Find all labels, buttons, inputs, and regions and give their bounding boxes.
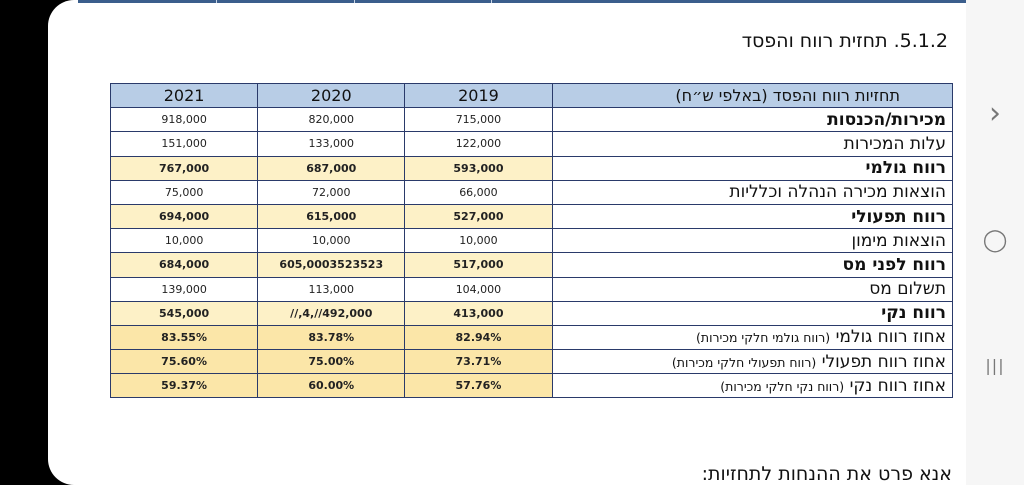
row-label-note: (רווח תפעולי חלקי מכירות) bbox=[671, 354, 817, 370]
value-cell: 767,000 bbox=[109, 155, 259, 181]
header-year-2020: 2020 bbox=[257, 82, 406, 109]
row-label-text: תשלום מס bbox=[869, 279, 946, 300]
table-row: אחוז רווח תפעולי (רווח תפעולי חלקי מכירו… bbox=[109, 349, 954, 375]
row-label-text: רווח גולמי bbox=[865, 158, 946, 179]
table-row: רווח תפעולי 527,000 615,000 694,000 bbox=[109, 203, 954, 230]
row-label: רווח גולמי bbox=[551, 155, 954, 181]
value-cell: 605,0003523523 bbox=[257, 252, 406, 278]
value-cell: 545,000 bbox=[109, 300, 259, 326]
table-row: אחוז רווח נקי (רווח נקי חלקי מכירות) 57.7… bbox=[109, 373, 954, 399]
value-cell: 66,000 bbox=[404, 179, 553, 205]
table-row: הוצאות מכירה הנהלה וכלליות 66,000 72,000 75… bbox=[109, 179, 954, 205]
recents-button-icon[interactable]: ||| bbox=[985, 356, 1005, 375]
value-cell: 694,000 bbox=[109, 203, 259, 230]
row-label-text: רווח נקי bbox=[881, 303, 946, 324]
forward-chevron-icon[interactable]: › bbox=[989, 96, 1001, 131]
value-cell: 82.94% bbox=[404, 324, 553, 351]
assumptions-prompt: אנא פרט את ההנחות לתחזיות: bbox=[701, 463, 952, 485]
value-cell: 715,000 bbox=[404, 107, 553, 133]
value-cell: 918,000 bbox=[109, 107, 259, 133]
row-label-text: עלות המכירות bbox=[843, 133, 946, 154]
table-row: הוצאות מימון 10,000 10,000 10,000 bbox=[109, 228, 954, 254]
row-label-text: מכירות/הכנסות bbox=[827, 109, 946, 130]
document-page: 5.1.2. תחזית רווח והפסד תחזיות רווח והפס… bbox=[48, 0, 966, 485]
value-cell: 73.71% bbox=[404, 349, 553, 375]
android-nav-bar: › ◯ ||| bbox=[966, 0, 1024, 485]
value-cell: 615,000 bbox=[257, 203, 406, 230]
value-cell: 517,000 bbox=[404, 252, 553, 278]
home-button-icon[interactable]: ◯ bbox=[982, 228, 1008, 253]
table-row: רווח גולמי 593,000 687,000 767,000 bbox=[109, 155, 954, 181]
table-row: רווח לפני מס 517,000 605,0003523523 684,000 bbox=[109, 252, 954, 278]
header-year-2019: 2019 bbox=[404, 82, 553, 109]
value-cell: 113,000 bbox=[257, 276, 406, 302]
row-label-note: (רווח נקי חלקי מכירות) bbox=[720, 378, 845, 394]
table-row: תשלום מס 104,000 113,000 139,000 bbox=[109, 276, 954, 302]
row-label: הוצאות מכירה הנהלה וכלליות bbox=[551, 179, 954, 205]
value-cell: 59.37% bbox=[109, 373, 259, 399]
row-label-note: (רווח גולמי חלקי מכירות) bbox=[696, 330, 831, 346]
section-title: 5.1.2. תחזית רווח והפסד bbox=[741, 30, 948, 52]
table-row: רווח נקי 413,000 492,000//,4,//545,000 bbox=[109, 300, 954, 326]
row-label: עלות המכירות bbox=[551, 131, 954, 157]
row-label: מכירות/הכנסות bbox=[551, 107, 954, 133]
value-cell: 527,000 bbox=[404, 203, 553, 230]
header-label: תחזיות רווח והפסד (באלפי ש״ח) bbox=[551, 82, 954, 109]
value-cell: 75,000 bbox=[109, 179, 259, 205]
row-label: אחוז רווח תפעולי (רווח תפעולי חלקי מכירו… bbox=[551, 349, 954, 375]
row-label-text: הוצאות מימון bbox=[851, 230, 946, 251]
value-cell: 139,000 bbox=[109, 276, 259, 302]
value-cell: 83.55% bbox=[109, 324, 259, 351]
value-cell: 83.78% bbox=[257, 324, 406, 351]
value-cell: 492,000//,4,// bbox=[257, 300, 406, 326]
top-table-border bbox=[78, 0, 966, 3]
row-label-text: אחוז רווח תפעולי bbox=[821, 351, 946, 372]
value-cell: 57.76% bbox=[404, 373, 553, 399]
row-label-text: אחוז רווח גולמי bbox=[835, 327, 946, 348]
profit-loss-forecast-table: תחזיות רווח והפסד (באלפי ש״ח) 2019 2020 … bbox=[109, 82, 954, 399]
row-label: רווח נקי bbox=[551, 300, 954, 326]
value-cell: 413,000 bbox=[404, 300, 553, 326]
table-row: אחוז רווח גולמי (רווח גולמי חלקי מכירות)… bbox=[109, 324, 954, 351]
row-label: הוצאות מימון bbox=[551, 228, 954, 254]
value-cell: 687,000 bbox=[257, 155, 406, 181]
value-cell: 75.60% bbox=[109, 349, 259, 375]
value-cell: 593,000 bbox=[404, 155, 553, 181]
value-cell: 684,000 bbox=[109, 252, 259, 278]
value-cell: 122,000 bbox=[404, 131, 553, 157]
header-year-2021: 2021 bbox=[109, 82, 259, 109]
row-label: רווח לפני מס bbox=[551, 252, 954, 278]
row-label-text: רווח לפני מס bbox=[842, 254, 946, 275]
row-label-text: הוצאות מכירה הנהלה וכלליות bbox=[729, 182, 946, 203]
value-cell: 104,000 bbox=[404, 276, 553, 302]
row-label-text: אחוז רווח נקי bbox=[849, 375, 946, 396]
value-cell: 133,000 bbox=[257, 131, 406, 157]
value-cell: 75.00% bbox=[257, 349, 406, 375]
table-row: עלות המכירות 122,000 133,000 151,000 bbox=[109, 131, 954, 157]
value-cell: 60.00% bbox=[257, 373, 406, 399]
value-cell: 72,000 bbox=[257, 179, 406, 205]
value-cell: 10,000 bbox=[404, 228, 553, 254]
value-cell: 10,000 bbox=[109, 228, 259, 254]
row-label: תשלום מס bbox=[551, 276, 954, 302]
value-cell: 820,000 bbox=[257, 107, 406, 133]
table-header-row: תחזיות רווח והפסד (באלפי ש״ח) 2019 2020 … bbox=[109, 82, 954, 109]
row-label: רווח תפעולי bbox=[551, 203, 954, 230]
row-label: אחוז רווח גולמי (רווח גולמי חלקי מכירות) bbox=[551, 324, 954, 351]
table-row: מכירות/הכנסות 715,000 820,000 918,000 bbox=[109, 107, 954, 133]
row-label: אחוז רווח נקי (רווח נקי חלקי מכירות) bbox=[551, 373, 954, 399]
value-cell: 151,000 bbox=[109, 131, 259, 157]
row-label-text: רווח תפעולי bbox=[851, 206, 946, 227]
value-cell: 10,000 bbox=[257, 228, 406, 254]
